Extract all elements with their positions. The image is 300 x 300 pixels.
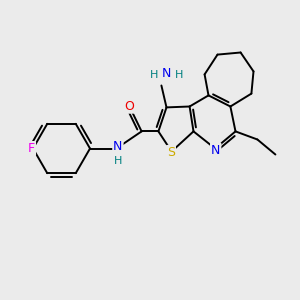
Text: H: H [150, 70, 159, 80]
Text: F: F [28, 142, 35, 155]
Text: N: N [113, 140, 123, 153]
Text: H: H [175, 70, 183, 80]
Text: N: N [211, 143, 220, 157]
Text: O: O [124, 100, 134, 113]
Text: N: N [162, 67, 171, 80]
Text: H: H [114, 156, 122, 166]
Text: S: S [167, 146, 175, 159]
